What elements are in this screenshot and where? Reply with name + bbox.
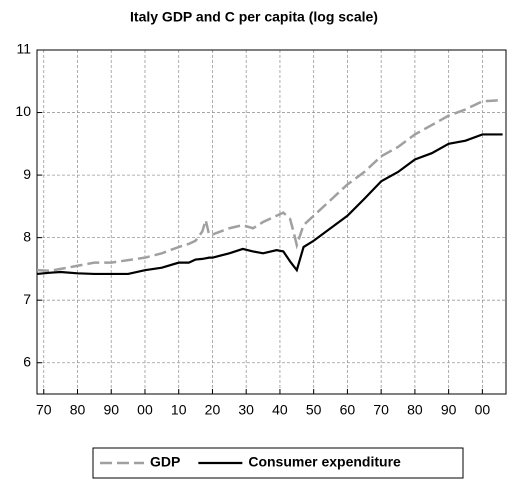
line [36, 133, 503, 276]
x-tick-label: 70 [373, 402, 389, 418]
y-tick-label: 8 [23, 228, 31, 244]
x-tick-label: 20 [205, 402, 221, 418]
legend-label: GDP [150, 454, 180, 470]
x-tick-label: 90 [103, 402, 119, 418]
y-tick-label: 10 [15, 103, 31, 119]
y-tick-label: 6 [23, 353, 31, 369]
x-tick-label: 60 [340, 402, 356, 418]
x-tick-label: 40 [272, 402, 288, 418]
x-tick-label: 50 [306, 402, 322, 418]
y-tick-label: 11 [16, 41, 31, 57]
plot-frame [36, 49, 507, 395]
x-tick-label: 90 [441, 402, 457, 418]
x-tick-label: 00 [137, 402, 153, 418]
x-tick-label: 00 [475, 402, 491, 418]
x-tick-label: 80 [407, 402, 423, 418]
y-tick-label: 7 [23, 291, 31, 307]
y-tick-label: 9 [23, 166, 31, 182]
chart-title: Italy GDP and C per capita (log scale) [130, 9, 378, 25]
x-tick-label: 70 [36, 402, 52, 418]
legend-label: Consumer expenditure [248, 454, 401, 470]
line [36, 98, 503, 273]
x-tick-label: 10 [171, 402, 187, 418]
x-tick-label: 30 [238, 402, 254, 418]
x-tick-label: 80 [70, 402, 86, 418]
legend-box [92, 447, 464, 479]
